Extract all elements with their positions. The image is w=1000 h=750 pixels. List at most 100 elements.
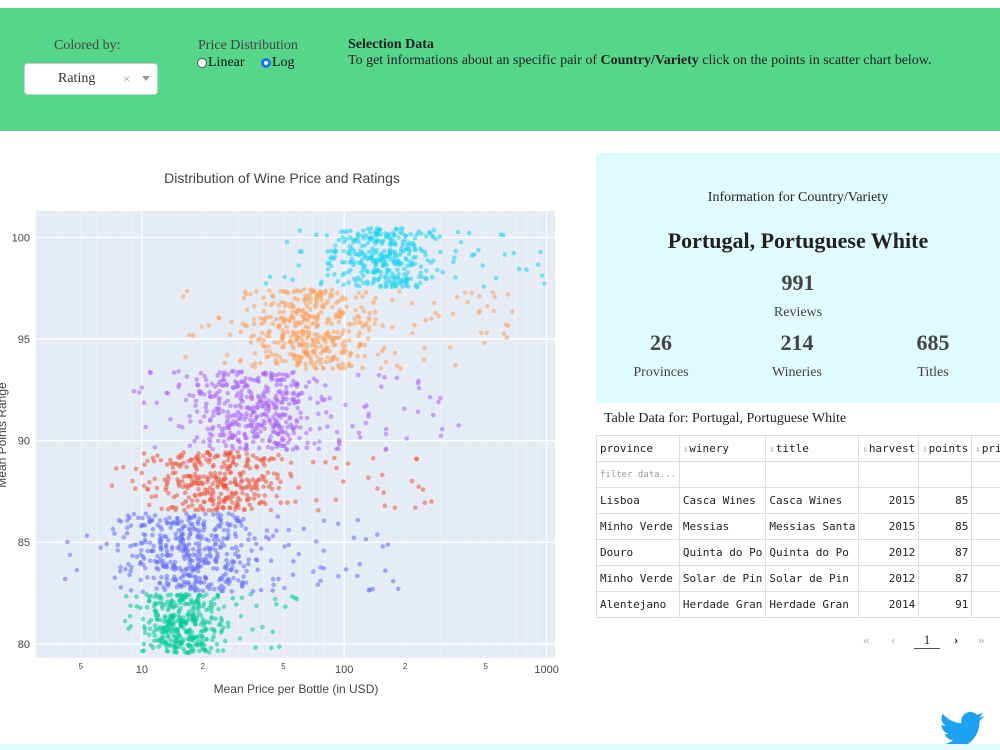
- scatter-point[interactable]: [323, 288, 328, 294]
- scatter-point[interactable]: [335, 279, 340, 284]
- scatter-point[interactable]: [319, 279, 324, 285]
- scatter-point[interactable]: [423, 233, 429, 239]
- scatter-point[interactable]: [421, 357, 427, 363]
- scatter-point[interactable]: [213, 558, 219, 563]
- scatter-point[interactable]: [133, 466, 139, 472]
- scatter-point[interactable]: [164, 573, 170, 579]
- scatter-point[interactable]: [219, 383, 225, 388]
- scatter-point[interactable]: [213, 507, 218, 512]
- scatter-point[interactable]: [399, 260, 405, 266]
- scatter-point[interactable]: [498, 232, 504, 237]
- scatter-point[interactable]: [191, 333, 196, 338]
- scatter-point[interactable]: [390, 578, 396, 584]
- scatter-point[interactable]: [418, 270, 424, 276]
- scatter-point[interactable]: [164, 548, 170, 554]
- scatter-point[interactable]: [169, 622, 174, 627]
- scatter-point[interactable]: [387, 275, 393, 280]
- scatter-point[interactable]: [118, 568, 123, 574]
- scatter-point[interactable]: [234, 384, 240, 390]
- scatter-point[interactable]: [397, 252, 403, 258]
- scatter-point[interactable]: [258, 546, 264, 551]
- scatter-point[interactable]: [485, 304, 490, 309]
- scatter-point[interactable]: [329, 287, 335, 293]
- scatter-point[interactable]: [516, 266, 522, 272]
- scatter-point[interactable]: [147, 632, 152, 638]
- scatter-point[interactable]: [297, 228, 302, 233]
- scatter-point[interactable]: [193, 575, 199, 580]
- scatter-point[interactable]: [228, 470, 234, 475]
- scatter-point[interactable]: [179, 453, 185, 459]
- scatter-point[interactable]: [276, 423, 282, 428]
- scatter-point[interactable]: [160, 606, 165, 611]
- scatter-point[interactable]: [275, 360, 280, 366]
- scatter-point[interactable]: [62, 576, 68, 582]
- scatter-point[interactable]: [163, 487, 168, 493]
- scatter-point[interactable]: [279, 299, 284, 305]
- scatter-point[interactable]: [164, 581, 170, 586]
- scatter-point[interactable]: [202, 574, 208, 580]
- scatter-point[interactable]: [376, 227, 381, 233]
- scatter-point[interactable]: [270, 414, 276, 420]
- scatter-point[interactable]: [154, 565, 159, 571]
- scatter-point[interactable]: [159, 600, 164, 605]
- scatter-point[interactable]: [196, 486, 201, 492]
- scatter-point[interactable]: [423, 317, 429, 323]
- scatter-point[interactable]: [256, 375, 261, 381]
- scatter-point[interactable]: [193, 474, 199, 480]
- scatter-point[interactable]: [229, 589, 235, 594]
- scatter-point[interactable]: [294, 419, 300, 425]
- scatter-point[interactable]: [261, 295, 266, 301]
- scatter-point[interactable]: [185, 618, 190, 623]
- scatter-point[interactable]: [363, 420, 369, 426]
- scatter-point[interactable]: [333, 249, 339, 255]
- scatter-point[interactable]: [295, 399, 301, 405]
- scatter-point[interactable]: [300, 338, 305, 343]
- scatter-point[interactable]: [188, 521, 193, 526]
- filter-input-province[interactable]: filter data...: [596, 461, 680, 488]
- scatter-point[interactable]: [173, 507, 178, 513]
- scatter-point[interactable]: [316, 340, 321, 345]
- scatter-point[interactable]: [121, 464, 126, 470]
- scatter-point[interactable]: [286, 401, 292, 407]
- scatter-point[interactable]: [149, 517, 154, 523]
- scatter-point[interactable]: [370, 586, 376, 592]
- scatter-point[interactable]: [200, 480, 205, 486]
- scatter-point[interactable]: [344, 304, 349, 309]
- scatter-point[interactable]: [153, 601, 158, 607]
- scatter-point[interactable]: [450, 311, 456, 316]
- column-header-points[interactable]: ⇕points: [918, 435, 973, 462]
- scatter-point[interactable]: [359, 260, 364, 266]
- scatter-point[interactable]: [355, 252, 361, 257]
- scatter-point[interactable]: [435, 267, 440, 273]
- scatter-point[interactable]: [266, 406, 272, 411]
- scatter-point[interactable]: [221, 527, 227, 533]
- scatter-point[interactable]: [174, 592, 180, 598]
- scatter-point[interactable]: [336, 298, 342, 304]
- scatter-point[interactable]: [237, 439, 242, 445]
- scatter-point[interactable]: [257, 336, 263, 341]
- scatter-point[interactable]: [190, 547, 196, 552]
- scatter-point[interactable]: [187, 644, 193, 649]
- scatter-point[interactable]: [276, 323, 282, 329]
- scatter-point[interactable]: [225, 620, 231, 626]
- scatter-point[interactable]: [198, 580, 204, 586]
- scatter-point[interactable]: [214, 533, 219, 539]
- scatter-point[interactable]: [239, 388, 244, 394]
- scatter-point[interactable]: [268, 507, 274, 513]
- scatter-point[interactable]: [109, 483, 115, 489]
- scatter-point[interactable]: [389, 297, 395, 303]
- scatter-point[interactable]: [400, 276, 405, 282]
- scatter-point[interactable]: [230, 512, 235, 518]
- scatter-point[interactable]: [263, 349, 269, 354]
- scatter-point[interactable]: [415, 409, 421, 414]
- scatter-point[interactable]: [141, 483, 147, 489]
- scatter-point[interactable]: [232, 476, 238, 482]
- scatter-point[interactable]: [137, 390, 142, 395]
- scatter-point[interactable]: [182, 490, 188, 496]
- scatter-point[interactable]: [217, 379, 223, 384]
- scatter-point[interactable]: [263, 384, 269, 389]
- scatter-point[interactable]: [380, 323, 386, 328]
- scatter-point[interactable]: [300, 331, 305, 336]
- scatter-point[interactable]: [236, 430, 241, 436]
- scatter-point[interactable]: [187, 414, 192, 419]
